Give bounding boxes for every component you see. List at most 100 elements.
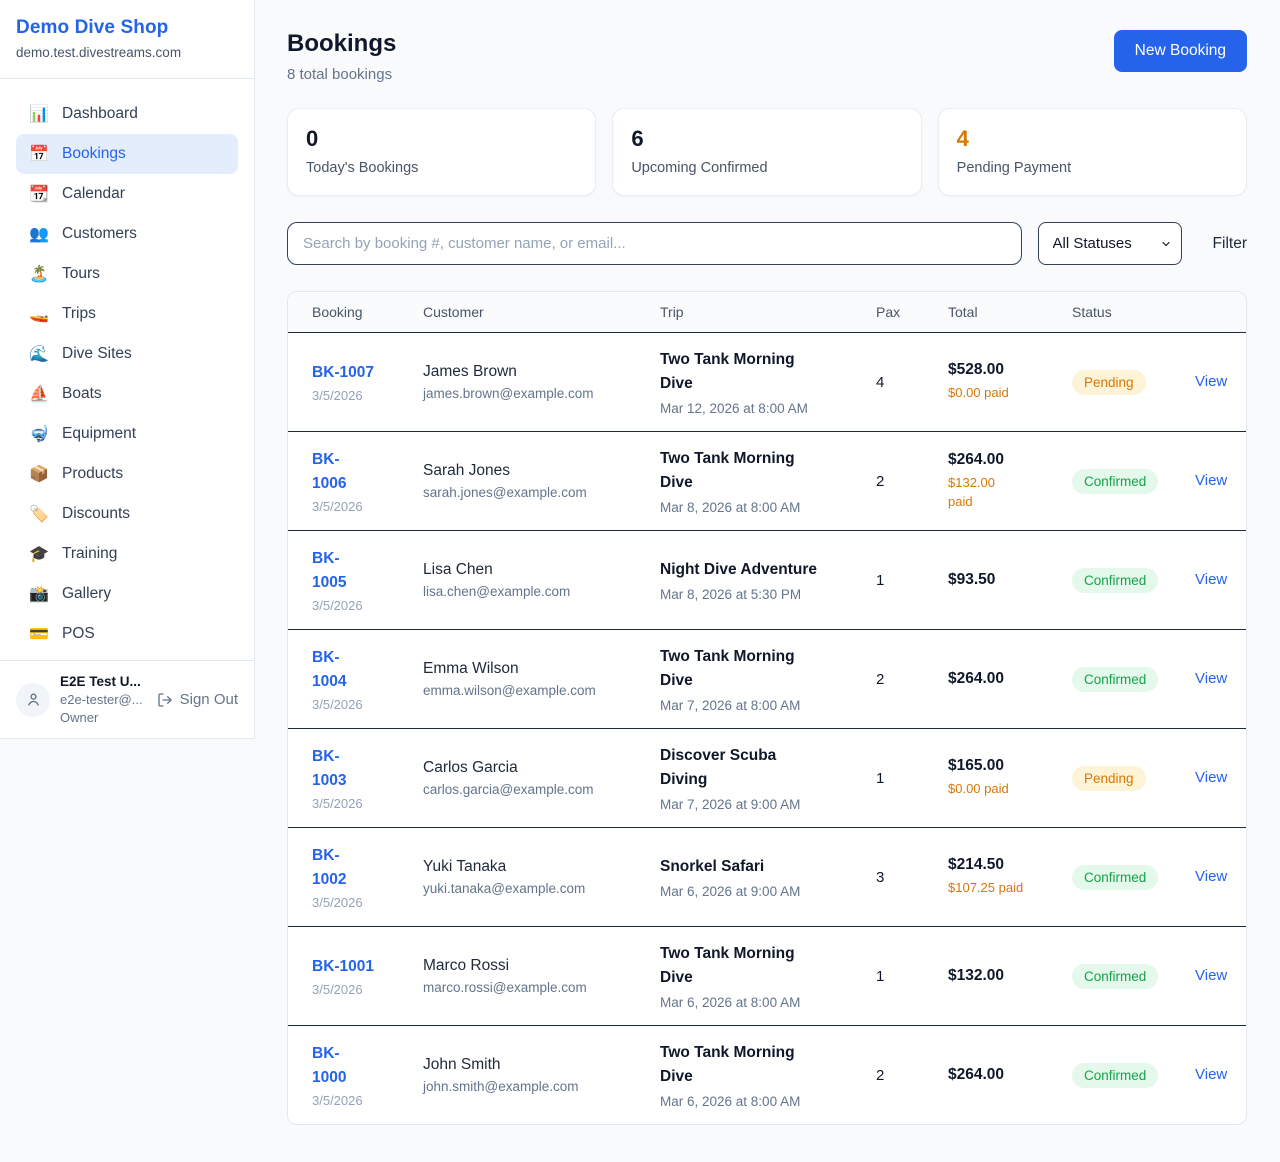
- trip-datetime: Mar 6, 2026 at 8:00 AM: [660, 1094, 801, 1110]
- booking-link[interactable]: BK-1001: [312, 957, 375, 975]
- status-cell: Confirmed: [1072, 666, 1195, 692]
- new-booking-button[interactable]: New Booking: [1113, 30, 1247, 72]
- booking-cell: BK- 1000 3/5/2026: [312, 1042, 423, 1108]
- customer-email: emma.wilson@example.com: [423, 683, 596, 698]
- total-amount: $132.00: [948, 967, 1005, 984]
- total-amount: $165.00: [948, 757, 1005, 775]
- sidebar-item-calendar[interactable]: 📆 Calendar: [16, 174, 238, 214]
- view-link[interactable]: View: [1195, 373, 1228, 390]
- status-select-wrap: All Statuses: [1037, 222, 1182, 265]
- sidebar-item-label: Tours: [62, 265, 100, 282]
- customer-email: carlos.garcia@example.com: [423, 782, 594, 797]
- pax-cell: 1: [876, 769, 885, 787]
- sidebar-item-gallery[interactable]: 📸 Gallery: [16, 574, 238, 614]
- customer-name: Yuki Tanaka: [423, 858, 507, 875]
- nav-icon: 📊: [29, 106, 49, 123]
- booking-link[interactable]: BK- 1004: [312, 648, 347, 690]
- sign-out-button[interactable]: Sign Out: [157, 691, 238, 708]
- sidebar-item-tours[interactable]: 🏝️ Tours: [16, 254, 238, 294]
- user-role: Owner: [60, 710, 99, 725]
- booking-link[interactable]: BK- 1003: [312, 747, 347, 789]
- booking-link[interactable]: BK- 1006: [312, 450, 347, 492]
- sidebar-item-customers[interactable]: 👥 Customers: [16, 214, 238, 254]
- sidebar-item-dashboard[interactable]: 📊 Dashboard: [16, 94, 238, 134]
- booking-date: 3/5/2026: [312, 598, 363, 614]
- brand-name[interactable]: Demo Dive Shop: [16, 17, 169, 38]
- customer-email: yuki.tanaka@example.com: [423, 881, 586, 896]
- booking-date: 3/5/2026: [312, 1093, 363, 1109]
- view-link[interactable]: View: [1195, 670, 1228, 687]
- booking-link[interactable]: BK- 1002: [312, 846, 347, 888]
- sidebar-item-trips[interactable]: 🚤 Trips: [16, 294, 238, 334]
- trip-cell: Snorkel Safari Mar 6, 2026 at 9:00 AM: [660, 855, 876, 899]
- pax-cell: 3: [876, 868, 885, 886]
- table-row: BK- 1000 3/5/2026 John Smith john.smith@…: [288, 1025, 1246, 1124]
- table-row: BK-1001 3/5/2026 Marco Rossi marco.rossi…: [288, 926, 1246, 1025]
- status-badge: Confirmed: [1072, 963, 1159, 989]
- actions-cell: View: [1195, 769, 1239, 787]
- sidebar-item-boats[interactable]: ⛵ Boats: [16, 374, 238, 414]
- actions-cell: View: [1195, 373, 1239, 391]
- view-link[interactable]: View: [1195, 1066, 1228, 1083]
- total-cell: $264.00: [948, 1066, 1072, 1084]
- trip-cell: Two Tank Morning Dive Mar 6, 2026 at 8:0…: [660, 942, 876, 1010]
- sidebar-item-products[interactable]: 📦 Products: [16, 454, 238, 494]
- sidebar-item-training[interactable]: 🎓 Training: [16, 534, 238, 574]
- stat-label: Upcoming Confirmed: [631, 160, 768, 176]
- trip-datetime: Mar 7, 2026 at 8:00 AM: [660, 698, 801, 714]
- view-link[interactable]: View: [1195, 967, 1228, 984]
- view-link[interactable]: View: [1195, 571, 1228, 588]
- table-row: BK- 1004 3/5/2026 Emma Wilson emma.wilso…: [288, 629, 1246, 728]
- search-input[interactable]: [287, 222, 1022, 265]
- customer-cell: James Brown james.brown@example.com: [423, 363, 660, 401]
- sidebar-item-bookings[interactable]: 📅 Bookings: [16, 134, 238, 174]
- status-cell: Confirmed: [1072, 963, 1195, 989]
- nav-icon: 📆: [29, 186, 49, 203]
- nav-icon: 🌊: [29, 346, 49, 363]
- actions-cell: View: [1195, 571, 1239, 589]
- actions-cell: View: [1195, 472, 1239, 490]
- filter-bar: All Statuses Filter: [287, 222, 1247, 265]
- status-badge: Confirmed: [1072, 1062, 1159, 1088]
- customer-cell: Emma Wilson emma.wilson@example.com: [423, 660, 660, 698]
- sidebar-item-discounts[interactable]: 🏷️ Discounts: [16, 494, 238, 534]
- status-select[interactable]: All Statuses: [1037, 222, 1182, 265]
- booking-cell: BK- 1003 3/5/2026: [312, 745, 423, 811]
- view-link[interactable]: View: [1195, 769, 1228, 786]
- sidebar-item-label: Trips: [62, 305, 96, 322]
- sidebar-item-pos[interactable]: 💳 POS: [16, 614, 238, 654]
- pax-cell: 2: [876, 472, 885, 490]
- user-email: e2e-tester@...: [60, 692, 143, 707]
- booking-link[interactable]: BK-1007: [312, 363, 375, 381]
- sidebar-item-equipment[interactable]: 🤿 Equipment: [16, 414, 238, 454]
- person-icon: [25, 691, 42, 708]
- customer-email: marco.rossi@example.com: [423, 980, 587, 995]
- customer-name: Marco Rossi: [423, 957, 510, 974]
- user-info: E2E Test U... e2e-tester@... Owner: [60, 674, 147, 725]
- total-cell: $93.50: [948, 571, 1072, 589]
- pax-cell: 1: [876, 967, 885, 985]
- total-cell: $132.00: [948, 967, 1072, 985]
- customer-cell: Marco Rossi marco.rossi@example.com: [423, 957, 660, 995]
- customer-name: John Smith: [423, 1056, 501, 1073]
- actions-cell: View: [1195, 1066, 1239, 1084]
- column-header-booking: Booking: [312, 304, 363, 320]
- booking-cell: BK-1001 3/5/2026: [312, 955, 423, 997]
- sidebar-item-label: Training: [62, 545, 118, 562]
- stat-card: 4 Pending Payment: [937, 108, 1247, 196]
- sidebar-item-dive-sites[interactable]: 🌊 Dive Sites: [16, 334, 238, 374]
- booking-cell: BK- 1002 3/5/2026: [312, 844, 423, 910]
- booking-link[interactable]: BK- 1005: [312, 549, 347, 591]
- status-cell: Pending: [1072, 369, 1195, 395]
- view-link[interactable]: View: [1195, 868, 1228, 885]
- view-link[interactable]: View: [1195, 472, 1228, 489]
- total-amount: $214.50: [948, 856, 1005, 874]
- booking-cell: BK- 1005 3/5/2026: [312, 547, 423, 613]
- sidebar-item-label: Bookings: [62, 145, 126, 162]
- status-badge: Confirmed: [1072, 864, 1159, 890]
- trip-datetime: Mar 7, 2026 at 9:00 AM: [660, 797, 801, 813]
- booking-link[interactable]: BK- 1000: [312, 1044, 347, 1086]
- status-badge: Confirmed: [1072, 567, 1159, 593]
- brand-domain: demo.test.divestreams.com: [16, 45, 182, 60]
- filter-button[interactable]: Filter: [1212, 234, 1247, 252]
